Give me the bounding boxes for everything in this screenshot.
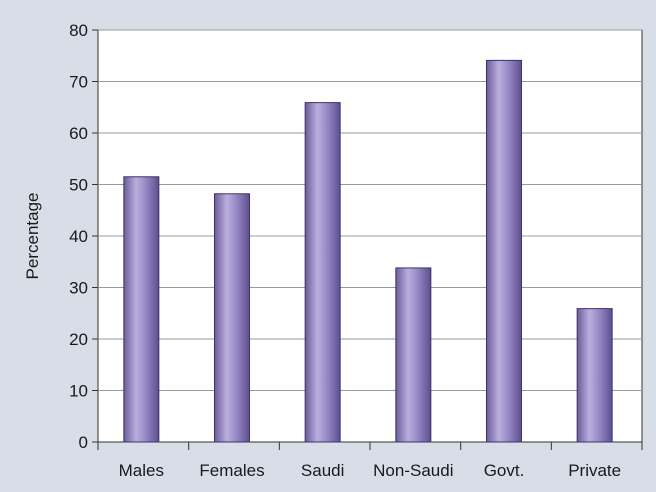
x-tick-label: Saudi	[301, 461, 344, 480]
x-axis-ticks: Males Females Saudi Non-Saudi Govt. Private	[97, 442, 643, 480]
y-tick-label: 30	[69, 279, 88, 298]
x-tick-label: Non-Saudi	[373, 461, 453, 480]
x-tick-label: Govt.	[484, 461, 525, 480]
y-tick-label: 10	[69, 382, 88, 401]
y-tick-label: 80	[69, 21, 88, 40]
x-tick-label: Private	[568, 461, 621, 480]
y-axis-label: Percentage	[23, 193, 42, 280]
bar-non-saudi	[395, 267, 432, 443]
bar-saudi	[304, 102, 341, 443]
x-tick-label: Males	[119, 461, 164, 480]
bar-females	[214, 193, 250, 443]
y-tick-label: 70	[69, 73, 88, 92]
y-tick-label: 50	[69, 176, 88, 195]
bar-males	[123, 176, 160, 443]
y-axis-ticks: 0 10 20 30 40 50 60 70 80	[69, 21, 98, 452]
y-tick-label: 0	[79, 433, 88, 452]
y-tick-label: 60	[69, 124, 88, 143]
y-tick-label: 40	[69, 227, 88, 246]
gridlines	[98, 29, 642, 391]
bar-govt	[486, 59, 522, 443]
bars	[123, 59, 613, 443]
x-tick-label: Females	[199, 461, 264, 480]
y-tick-label: 20	[69, 330, 88, 349]
bar-private	[576, 308, 613, 443]
